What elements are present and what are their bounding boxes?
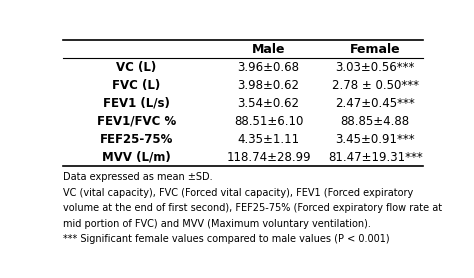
Text: 3.54±0.62: 3.54±0.62 [237,97,300,110]
Text: FVC (L): FVC (L) [112,79,161,92]
Text: 4.35±1.11: 4.35±1.11 [237,133,300,146]
Text: 118.74±28.99: 118.74±28.99 [226,151,311,164]
Text: 2.47±0.45***: 2.47±0.45*** [335,97,415,110]
Text: 3.98±0.62: 3.98±0.62 [237,79,300,92]
Text: mid portion of FVC) and MVV (Maximum voluntary ventilation).: mid portion of FVC) and MVV (Maximum vol… [63,219,371,229]
Text: Female: Female [350,43,401,56]
Text: FEV1/FVC %: FEV1/FVC % [97,115,176,128]
Text: VC (vital capacity), FVC (Forced vital capacity), FEV1 (Forced expiratory: VC (vital capacity), FVC (Forced vital c… [63,188,413,198]
Text: MVV (L/m): MVV (L/m) [102,151,171,164]
Text: FEV1 (L/s): FEV1 (L/s) [103,97,170,110]
Text: 88.51±6.10: 88.51±6.10 [234,115,303,128]
Text: *** Significant female values compared to male values (P < 0.001): *** Significant female values compared t… [63,234,390,244]
Text: volume at the end of first second), FEF25-75% (Forced expiratory flow rate at: volume at the end of first second), FEF2… [63,203,442,213]
Text: 3.03±0.56***: 3.03±0.56*** [336,61,415,74]
Text: FEF25-75%: FEF25-75% [100,133,173,146]
Text: 3.96±0.68: 3.96±0.68 [237,61,300,74]
Text: 81.47±19.31***: 81.47±19.31*** [328,151,422,164]
Text: Data expressed as mean ±SD.: Data expressed as mean ±SD. [63,172,212,182]
Text: 2.78 ± 0.50***: 2.78 ± 0.50*** [332,79,419,92]
Text: 88.85±4.88: 88.85±4.88 [341,115,410,128]
Text: Male: Male [252,43,285,56]
Text: VC (L): VC (L) [116,61,156,74]
Text: 3.45±0.91***: 3.45±0.91*** [336,133,415,146]
